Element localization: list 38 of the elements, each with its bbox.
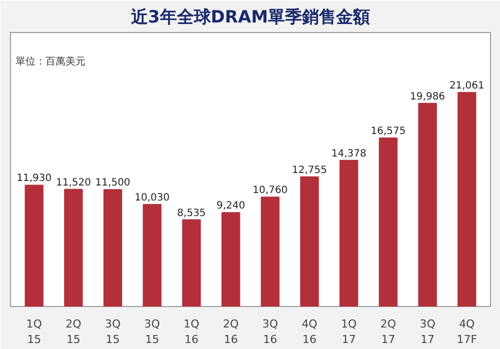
x-tick-label: 3Q 16 bbox=[262, 318, 278, 346]
bar bbox=[24, 184, 44, 306]
data-label: 12,755 bbox=[292, 164, 328, 176]
x-tick-label: 3Q 17 bbox=[420, 318, 436, 346]
x-tick-label: 4Q 17F bbox=[456, 318, 478, 346]
data-label: 10,030 bbox=[134, 192, 170, 204]
data-label: 10,760 bbox=[252, 185, 288, 196]
data-label: 21,061 bbox=[449, 80, 484, 92]
bar bbox=[458, 92, 476, 306]
bar bbox=[418, 102, 437, 306]
x-tick-label: 2Q 17 bbox=[380, 318, 396, 346]
x-tick-label: 1Q 17 bbox=[341, 318, 358, 346]
bar bbox=[142, 204, 162, 306]
bar bbox=[300, 176, 319, 306]
x-tick-label: 3Q 15 bbox=[104, 318, 121, 346]
x-tick-label: 4Q 16 bbox=[302, 318, 318, 346]
x-tick-label: 1Q 16 bbox=[184, 318, 200, 346]
bar bbox=[64, 188, 83, 306]
x-tick-label: 1Q 15 bbox=[26, 318, 42, 346]
bar bbox=[103, 189, 122, 306]
text: 單位：百萬美元 bbox=[16, 56, 86, 68]
data-label: 19,986 bbox=[410, 91, 446, 102]
x-tick-label: 3Q 15 bbox=[144, 318, 160, 346]
data-label: 16,575 bbox=[370, 126, 406, 138]
bar bbox=[260, 196, 280, 306]
chart-title: 近3年全球DRAM單季銷售金額 bbox=[130, 8, 370, 28]
data-label: 11,500 bbox=[95, 178, 130, 189]
x-tick-label: 2Q 16 bbox=[223, 318, 239, 346]
x-tick-label: 2Q 15 bbox=[66, 318, 82, 346]
bar bbox=[182, 219, 201, 306]
bar bbox=[340, 160, 358, 306]
bar bbox=[378, 138, 398, 306]
data-label: 11,930 bbox=[16, 173, 52, 184]
data-label: 8,535 bbox=[177, 208, 206, 219]
data-label: 14,378 bbox=[331, 148, 366, 160]
data-label: 9,240 bbox=[216, 200, 246, 212]
data-label: 11,520 bbox=[56, 177, 91, 188]
bar bbox=[221, 212, 240, 306]
